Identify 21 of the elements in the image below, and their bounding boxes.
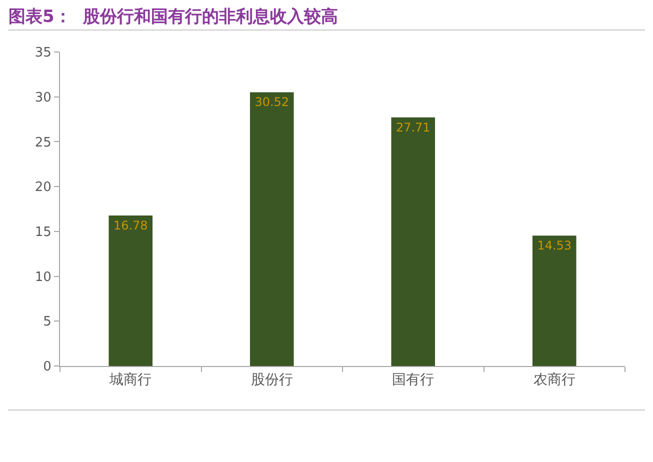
bar — [250, 92, 294, 366]
data-label: 16.78 — [113, 218, 148, 232]
y-tick-label: 35 — [34, 46, 52, 61]
x-tick-label: 股份行 — [250, 372, 293, 388]
chart-title: 图表5： 股份行和国有行的非利息收入较高 — [8, 6, 338, 27]
data-label: 14.53 — [537, 238, 572, 253]
bar — [532, 236, 576, 366]
x-tick-label: 农商行 — [533, 372, 576, 388]
x-tick-label: 国有行 — [392, 372, 434, 388]
y-tick-label: 15 — [34, 224, 52, 240]
data-label: 30.52 — [254, 95, 290, 110]
y-tick-label: 20 — [34, 180, 52, 196]
y-tick-label: 5 — [43, 314, 52, 330]
y-tick-label: 30 — [34, 90, 52, 106]
y-tick-label: 10 — [34, 270, 52, 285]
bar — [391, 117, 436, 366]
y-tick-label: 25 — [34, 135, 52, 150]
bar — [108, 215, 153, 366]
x-tick-label: 城商行 — [108, 372, 152, 388]
data-label: 27.71 — [396, 120, 430, 134]
y-tick-label: 0 — [43, 360, 52, 375]
